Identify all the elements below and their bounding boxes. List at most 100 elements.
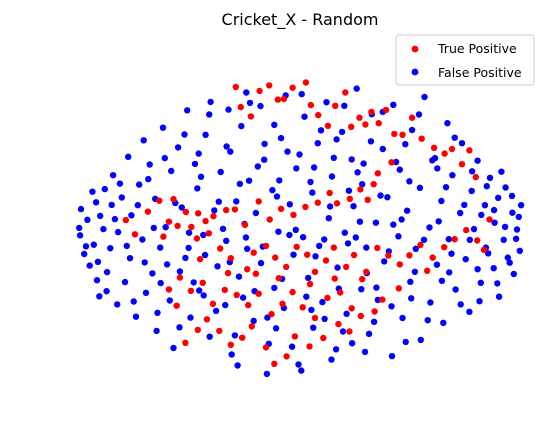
point-false-positive bbox=[444, 120, 450, 126]
point-false-positive bbox=[255, 163, 261, 169]
point-false-positive bbox=[446, 269, 452, 275]
point-false-positive bbox=[409, 127, 415, 133]
point-false-positive bbox=[233, 198, 239, 204]
point-false-positive bbox=[397, 167, 403, 173]
point-false-positive bbox=[278, 135, 284, 141]
point-true-positive bbox=[283, 353, 289, 359]
point-true-positive bbox=[238, 104, 244, 110]
point-false-positive bbox=[333, 346, 339, 352]
point-false-positive bbox=[175, 144, 181, 150]
point-false-positive bbox=[511, 271, 517, 277]
point-false-positive bbox=[196, 287, 202, 293]
point-false-positive bbox=[164, 261, 170, 267]
point-false-positive bbox=[513, 236, 519, 242]
point-false-positive bbox=[438, 198, 444, 204]
point-false-positive bbox=[102, 186, 108, 192]
point-true-positive bbox=[216, 328, 222, 334]
point-false-positive bbox=[258, 260, 264, 266]
point-false-positive bbox=[395, 233, 401, 239]
point-true-positive bbox=[334, 200, 340, 206]
point-false-positive bbox=[298, 367, 304, 373]
point-true-positive bbox=[276, 275, 282, 281]
point-false-positive bbox=[452, 135, 458, 141]
point-true-positive bbox=[281, 96, 287, 102]
point-false-positive bbox=[354, 85, 360, 91]
point-true-positive bbox=[188, 224, 194, 230]
point-false-positive bbox=[494, 280, 500, 286]
point-false-positive bbox=[312, 253, 318, 259]
point-false-positive bbox=[360, 160, 366, 166]
point-false-positive bbox=[402, 141, 408, 147]
point-true-positive bbox=[424, 268, 430, 274]
point-true-positive bbox=[195, 210, 201, 216]
point-false-positive bbox=[78, 206, 84, 212]
point-false-positive bbox=[243, 234, 249, 240]
point-false-positive bbox=[426, 224, 432, 230]
point-false-positive bbox=[97, 213, 103, 219]
point-false-positive bbox=[334, 264, 340, 270]
point-false-positive bbox=[103, 288, 109, 294]
point-false-positive bbox=[446, 236, 452, 242]
point-true-positive bbox=[417, 242, 423, 248]
point-true-positive bbox=[145, 209, 151, 215]
point-false-positive bbox=[366, 331, 372, 337]
legend-label-false-positive: False Positive bbox=[438, 65, 522, 80]
point-false-positive bbox=[478, 212, 484, 218]
point-true-positive bbox=[245, 302, 251, 308]
point-true-positive bbox=[210, 301, 216, 307]
point-false-positive bbox=[184, 107, 190, 113]
point-false-positive bbox=[114, 301, 120, 307]
point-false-positive bbox=[389, 353, 395, 359]
point-false-positive bbox=[484, 183, 490, 189]
point-false-positive bbox=[117, 180, 123, 186]
point-false-positive bbox=[380, 146, 386, 152]
point-false-positive bbox=[358, 286, 364, 292]
point-true-positive bbox=[312, 315, 318, 321]
point-true-positive bbox=[388, 159, 394, 165]
point-false-positive bbox=[429, 157, 435, 163]
point-false-positive bbox=[287, 201, 293, 207]
point-false-positive bbox=[308, 307, 314, 313]
point-false-positive bbox=[206, 111, 212, 117]
point-true-positive bbox=[283, 264, 289, 270]
point-true-positive bbox=[267, 216, 273, 222]
point-true-positive bbox=[419, 136, 425, 142]
point-true-positive bbox=[351, 252, 357, 258]
point-true-positive bbox=[304, 252, 310, 258]
point-true-positive bbox=[385, 252, 391, 258]
point-false-positive bbox=[122, 279, 128, 285]
point-false-positive bbox=[167, 297, 173, 303]
point-true-positive bbox=[202, 218, 208, 224]
point-false-positive bbox=[154, 310, 160, 316]
point-false-positive bbox=[326, 215, 332, 221]
point-false-positive bbox=[328, 356, 334, 362]
point-false-positive bbox=[421, 237, 427, 243]
point-false-positive bbox=[94, 277, 100, 283]
point-false-positive bbox=[145, 176, 151, 182]
point-false-positive bbox=[157, 244, 163, 250]
point-false-positive bbox=[518, 202, 524, 208]
point-true-positive bbox=[409, 115, 415, 121]
point-false-positive bbox=[182, 255, 188, 261]
point-true-positive bbox=[266, 82, 272, 88]
point-false-positive bbox=[271, 122, 277, 128]
point-false-positive bbox=[240, 294, 246, 300]
point-false-positive bbox=[223, 143, 229, 149]
point-true-positive bbox=[315, 112, 321, 118]
point-false-positive bbox=[273, 325, 279, 331]
point-true-positive bbox=[268, 311, 274, 317]
point-false-positive bbox=[421, 94, 427, 100]
point-false-positive bbox=[186, 230, 192, 236]
point-false-positive bbox=[160, 125, 166, 131]
point-true-positive bbox=[228, 342, 234, 348]
point-true-positive bbox=[302, 204, 308, 210]
point-false-positive bbox=[135, 202, 141, 208]
point-true-positive bbox=[251, 250, 257, 256]
point-true-positive bbox=[222, 287, 228, 293]
point-true-positive bbox=[174, 303, 180, 309]
point-false-positive bbox=[373, 284, 379, 290]
point-true-positive bbox=[256, 198, 262, 204]
point-true-positive bbox=[324, 295, 330, 301]
point-false-positive bbox=[177, 268, 183, 274]
point-false-positive bbox=[274, 193, 280, 199]
